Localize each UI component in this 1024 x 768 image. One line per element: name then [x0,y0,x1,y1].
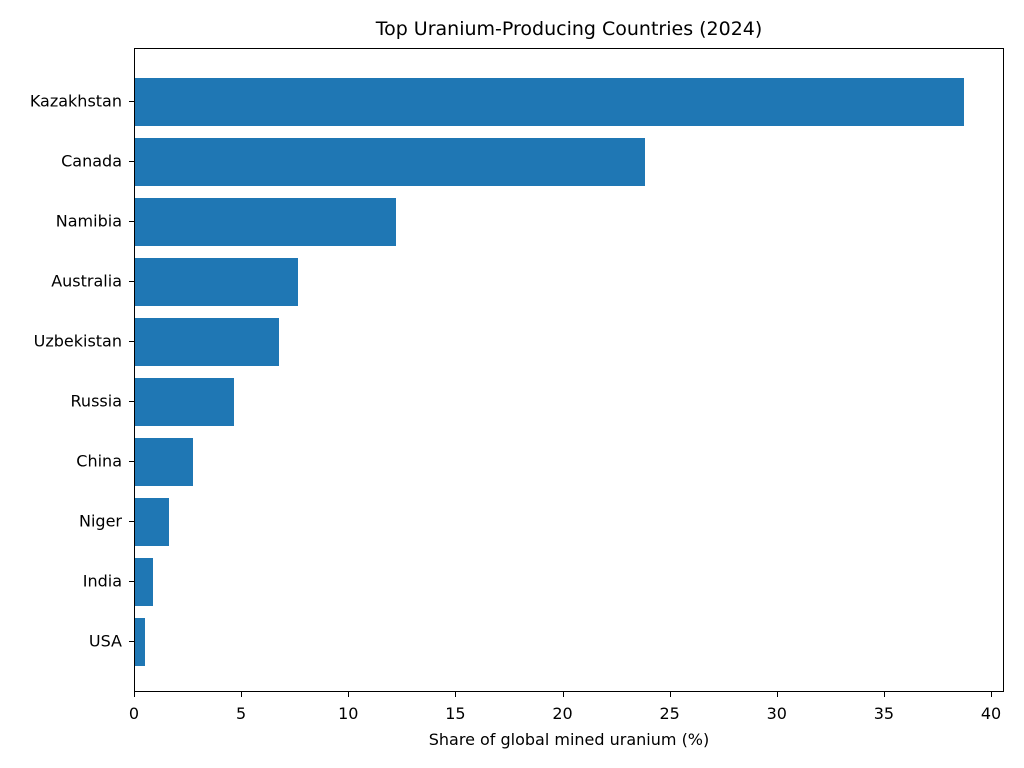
x-tick [883,692,885,697]
bar-china [135,438,193,486]
y-tick [129,641,134,642]
x-tick-label: 15 [445,704,466,723]
x-tick [991,692,992,697]
bar-uzbekistan [135,318,279,366]
y-tick-label: Australia [51,271,122,291]
y-tick [129,581,134,582]
y-tick-label: Russia [70,391,122,411]
y-tick-label: Niger [79,511,122,531]
x-tick [241,692,243,697]
x-axis-label: Share of global mined uranium (%) [428,730,710,749]
chart-title: Top Uranium-Producing Countries (2024) [375,18,763,40]
y-tick [129,461,134,462]
y-tick [129,281,134,282]
y-tick-label: India [82,571,122,591]
x-tick [348,692,350,697]
y-tick [129,101,134,102]
bar-kazakhstan [135,78,965,126]
bar-namibia [135,198,397,246]
x-tick [776,692,778,697]
x-tick-label: 25 [659,704,680,723]
x-tick-label: 35 [873,704,895,723]
x-tick [134,692,135,697]
y-tick [129,401,134,402]
y-tick [129,521,134,522]
x-tick [562,692,564,697]
y-tick [129,341,134,342]
x-tick [669,692,671,697]
bar-usa [135,618,145,666]
y-tick-label: Uzbekistan [33,331,122,351]
x-tick [455,692,457,697]
plot-area [134,48,1004,692]
bar-niger [135,498,170,546]
y-tick [129,221,134,222]
bar-canada [135,138,645,186]
y-tick-label: Canada [61,151,122,171]
x-tick-label: 30 [766,704,787,723]
x-tick-label: 40 [980,704,1002,723]
y-tick-label: China [76,451,122,471]
y-tick-label: Kazakhstan [29,91,122,111]
bar-russia [135,378,234,426]
x-tick-label: 5 [236,704,247,723]
x-tick-label: 0 [128,704,140,723]
y-tick-label: Namibia [55,211,122,231]
x-tick-label: 10 [338,704,359,723]
y-tick-label: USA [88,631,122,651]
x-tick-label: 20 [552,704,573,723]
bar-india [135,558,154,606]
bar-australia [135,258,298,306]
y-tick [129,161,134,162]
